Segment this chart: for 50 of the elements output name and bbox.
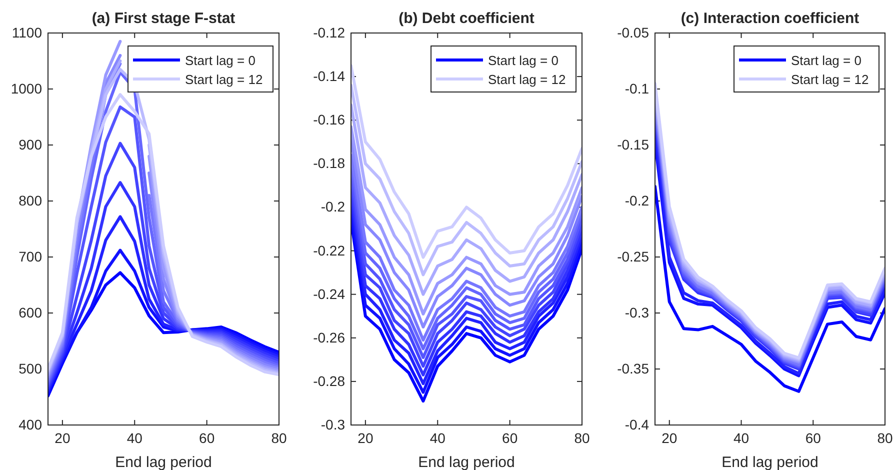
y-tick-label: -0.15 <box>617 136 650 152</box>
x-tick-label: 80 <box>271 430 287 446</box>
legend-label: Start lag = 0 <box>791 53 862 68</box>
y-tick-label: -0.26 <box>313 329 346 346</box>
x-tick-label: 20 <box>662 430 678 446</box>
y-tick-label: 800 <box>18 192 42 208</box>
y-tick-label: -0.28 <box>313 372 346 389</box>
x-tick-label: 40 <box>733 430 750 446</box>
y-tick-label: -0.4 <box>624 416 650 432</box>
chart-title: (b) Debt coefficient <box>398 10 534 27</box>
legend-label: Start lag = 0 <box>185 53 256 68</box>
y-tick-label: -0.14 <box>313 68 346 84</box>
y-tick-label: 900 <box>18 136 42 152</box>
x-axis-title: End lag period <box>115 454 212 470</box>
y-tick-label: -0.12 <box>313 24 346 40</box>
x-tick-label: 60 <box>502 430 518 446</box>
y-tick-label: 1000 <box>10 80 42 96</box>
x-tick-label: 80 <box>574 430 590 446</box>
y-tick-label: -0.24 <box>313 286 346 302</box>
x-tick-label: 60 <box>199 430 215 446</box>
x-tick-label: 60 <box>805 430 822 446</box>
x-tick-label: 40 <box>430 430 446 446</box>
y-tick-label: 1100 <box>12 24 42 40</box>
x-tick-label: 40 <box>126 430 143 446</box>
y-tick-label: 400 <box>18 416 42 432</box>
x-axis-title: End lag period <box>722 454 818 470</box>
y-tick-label: -0.3 <box>624 304 650 320</box>
y-tick-label: 500 <box>18 360 42 376</box>
chart-title: (a) First stage F-stat <box>92 10 236 27</box>
legend-label: Start lag = 12 <box>791 72 869 87</box>
y-tick-label: -0.2 <box>320 198 346 215</box>
y-tick-label: -0.1 <box>624 80 650 96</box>
y-tick-label: -0.2 <box>624 192 650 208</box>
legend-label: Start lag = 0 <box>488 53 558 68</box>
x-tick-label: 20 <box>358 430 374 446</box>
chart-title: (c) Interaction coefficient <box>680 10 860 27</box>
y-tick-label: -0.3 <box>320 416 346 432</box>
y-tick-label: -0.35 <box>617 360 650 376</box>
y-tick-label: 600 <box>18 304 42 320</box>
y-tick-label: -0.18 <box>313 155 346 172</box>
y-tick-label: -0.22 <box>313 242 346 258</box>
y-tick-label: 700 <box>18 248 42 264</box>
y-tick-label: -0.16 <box>313 112 346 128</box>
x-tick-label: 20 <box>54 430 70 446</box>
x-tick-label: 80 <box>877 430 893 446</box>
legend-label: Start lag = 12 <box>185 72 263 87</box>
x-axis-title: End lag period <box>418 454 515 470</box>
legend-label: Start lag = 12 <box>488 72 566 87</box>
y-tick-label: -0.05 <box>617 24 650 40</box>
y-tick-label: -0.25 <box>617 248 650 264</box>
